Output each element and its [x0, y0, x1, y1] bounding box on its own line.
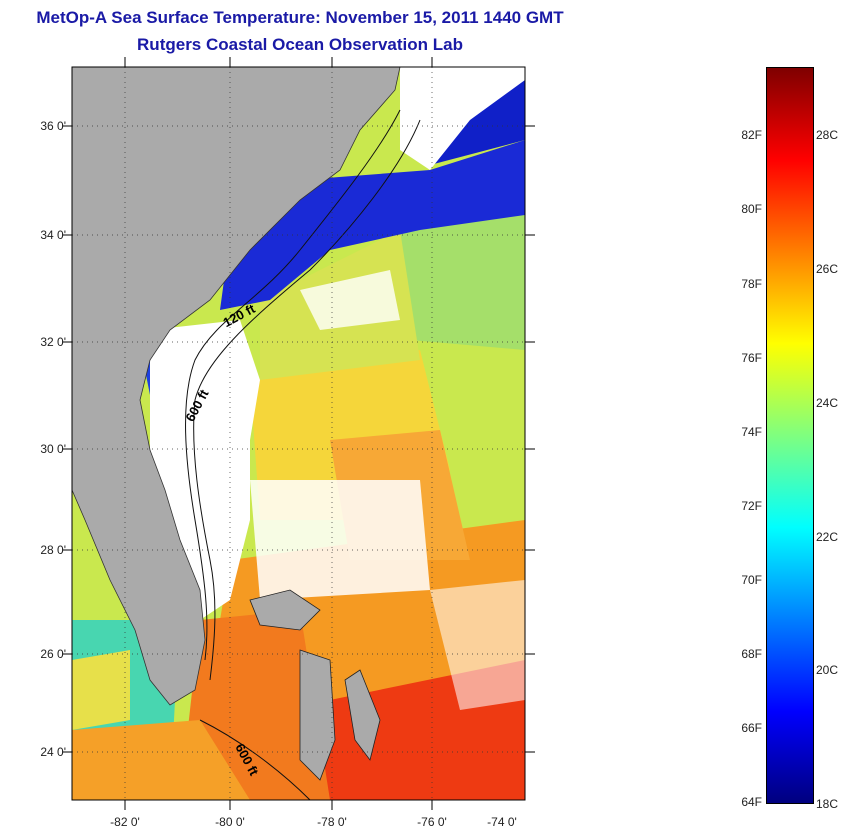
- colorbar-c-label: 22C: [816, 530, 839, 544]
- lon-tick-label: -78 0': [317, 815, 347, 829]
- axis-ticks: [62, 57, 535, 810]
- colorbar-c-label: 26C: [816, 262, 839, 276]
- lat-tick-label: 26 0': [40, 647, 66, 661]
- colorbar-f-label: 78F: [741, 277, 762, 291]
- cloud-east: [430, 580, 525, 710]
- gulf-warm-water: [72, 650, 130, 730]
- colorbar-c-label: 24C: [816, 396, 839, 410]
- colorbar-f-label: 80F: [741, 202, 762, 216]
- keys-warm-water: [72, 720, 250, 800]
- us-east-coast-land: [72, 67, 401, 706]
- colorbar-c-label: 18C: [816, 797, 839, 811]
- colorbar-f-label: 76F: [741, 351, 762, 365]
- cloud-patch: [250, 480, 430, 600]
- andros-island: [299, 649, 336, 781]
- map-subtitle: Rutgers Coastal Ocean Observation Lab: [137, 35, 463, 54]
- colorbar-f-label: 68F: [741, 647, 762, 661]
- grand-bahama-island: [249, 589, 321, 631]
- lat-tick-label: 32 0': [40, 335, 66, 349]
- cloud-north: [300, 270, 400, 330]
- lon-tick-label: -82 0': [110, 815, 140, 829]
- lat-tick-label: 28 0': [40, 543, 66, 557]
- contour-600ft-south: [199, 719, 311, 800]
- lat-tick-label: 30 0': [40, 442, 66, 456]
- colorbar-f-label: 64F: [741, 795, 762, 809]
- graticule: [72, 67, 525, 800]
- contour-600ft: [193, 119, 421, 681]
- colorbar-f-label: 66F: [741, 721, 762, 735]
- colorbar-f-label: 72F: [741, 499, 762, 513]
- contour-120ft: [185, 109, 401, 661]
- eleuthera-island: [344, 669, 381, 761]
- colorbar-f-label: 74F: [741, 425, 762, 439]
- lon-tick-label: -76 0': [417, 815, 447, 829]
- lon-tick-label: -80 0': [215, 815, 245, 829]
- lat-tick-label: 24 0': [40, 745, 66, 759]
- temperature-colorbar: [766, 67, 814, 804]
- map-frame: [71, 66, 526, 801]
- lon-tick-label: -74 0': [487, 815, 517, 829]
- colorbar-c-label: 20C: [816, 663, 839, 677]
- colorbar-f-label: 82F: [741, 128, 762, 142]
- colorbar-c-label: 28C: [816, 128, 839, 142]
- lat-tick-label: 34 0': [40, 228, 66, 242]
- colorbar-f-label: 70F: [741, 573, 762, 587]
- cloud-ne: [400, 67, 525, 170]
- map-title: MetOp-A Sea Surface Temperature: Novembe…: [36, 8, 564, 27]
- lat-tick-label: 36 0': [40, 119, 66, 133]
